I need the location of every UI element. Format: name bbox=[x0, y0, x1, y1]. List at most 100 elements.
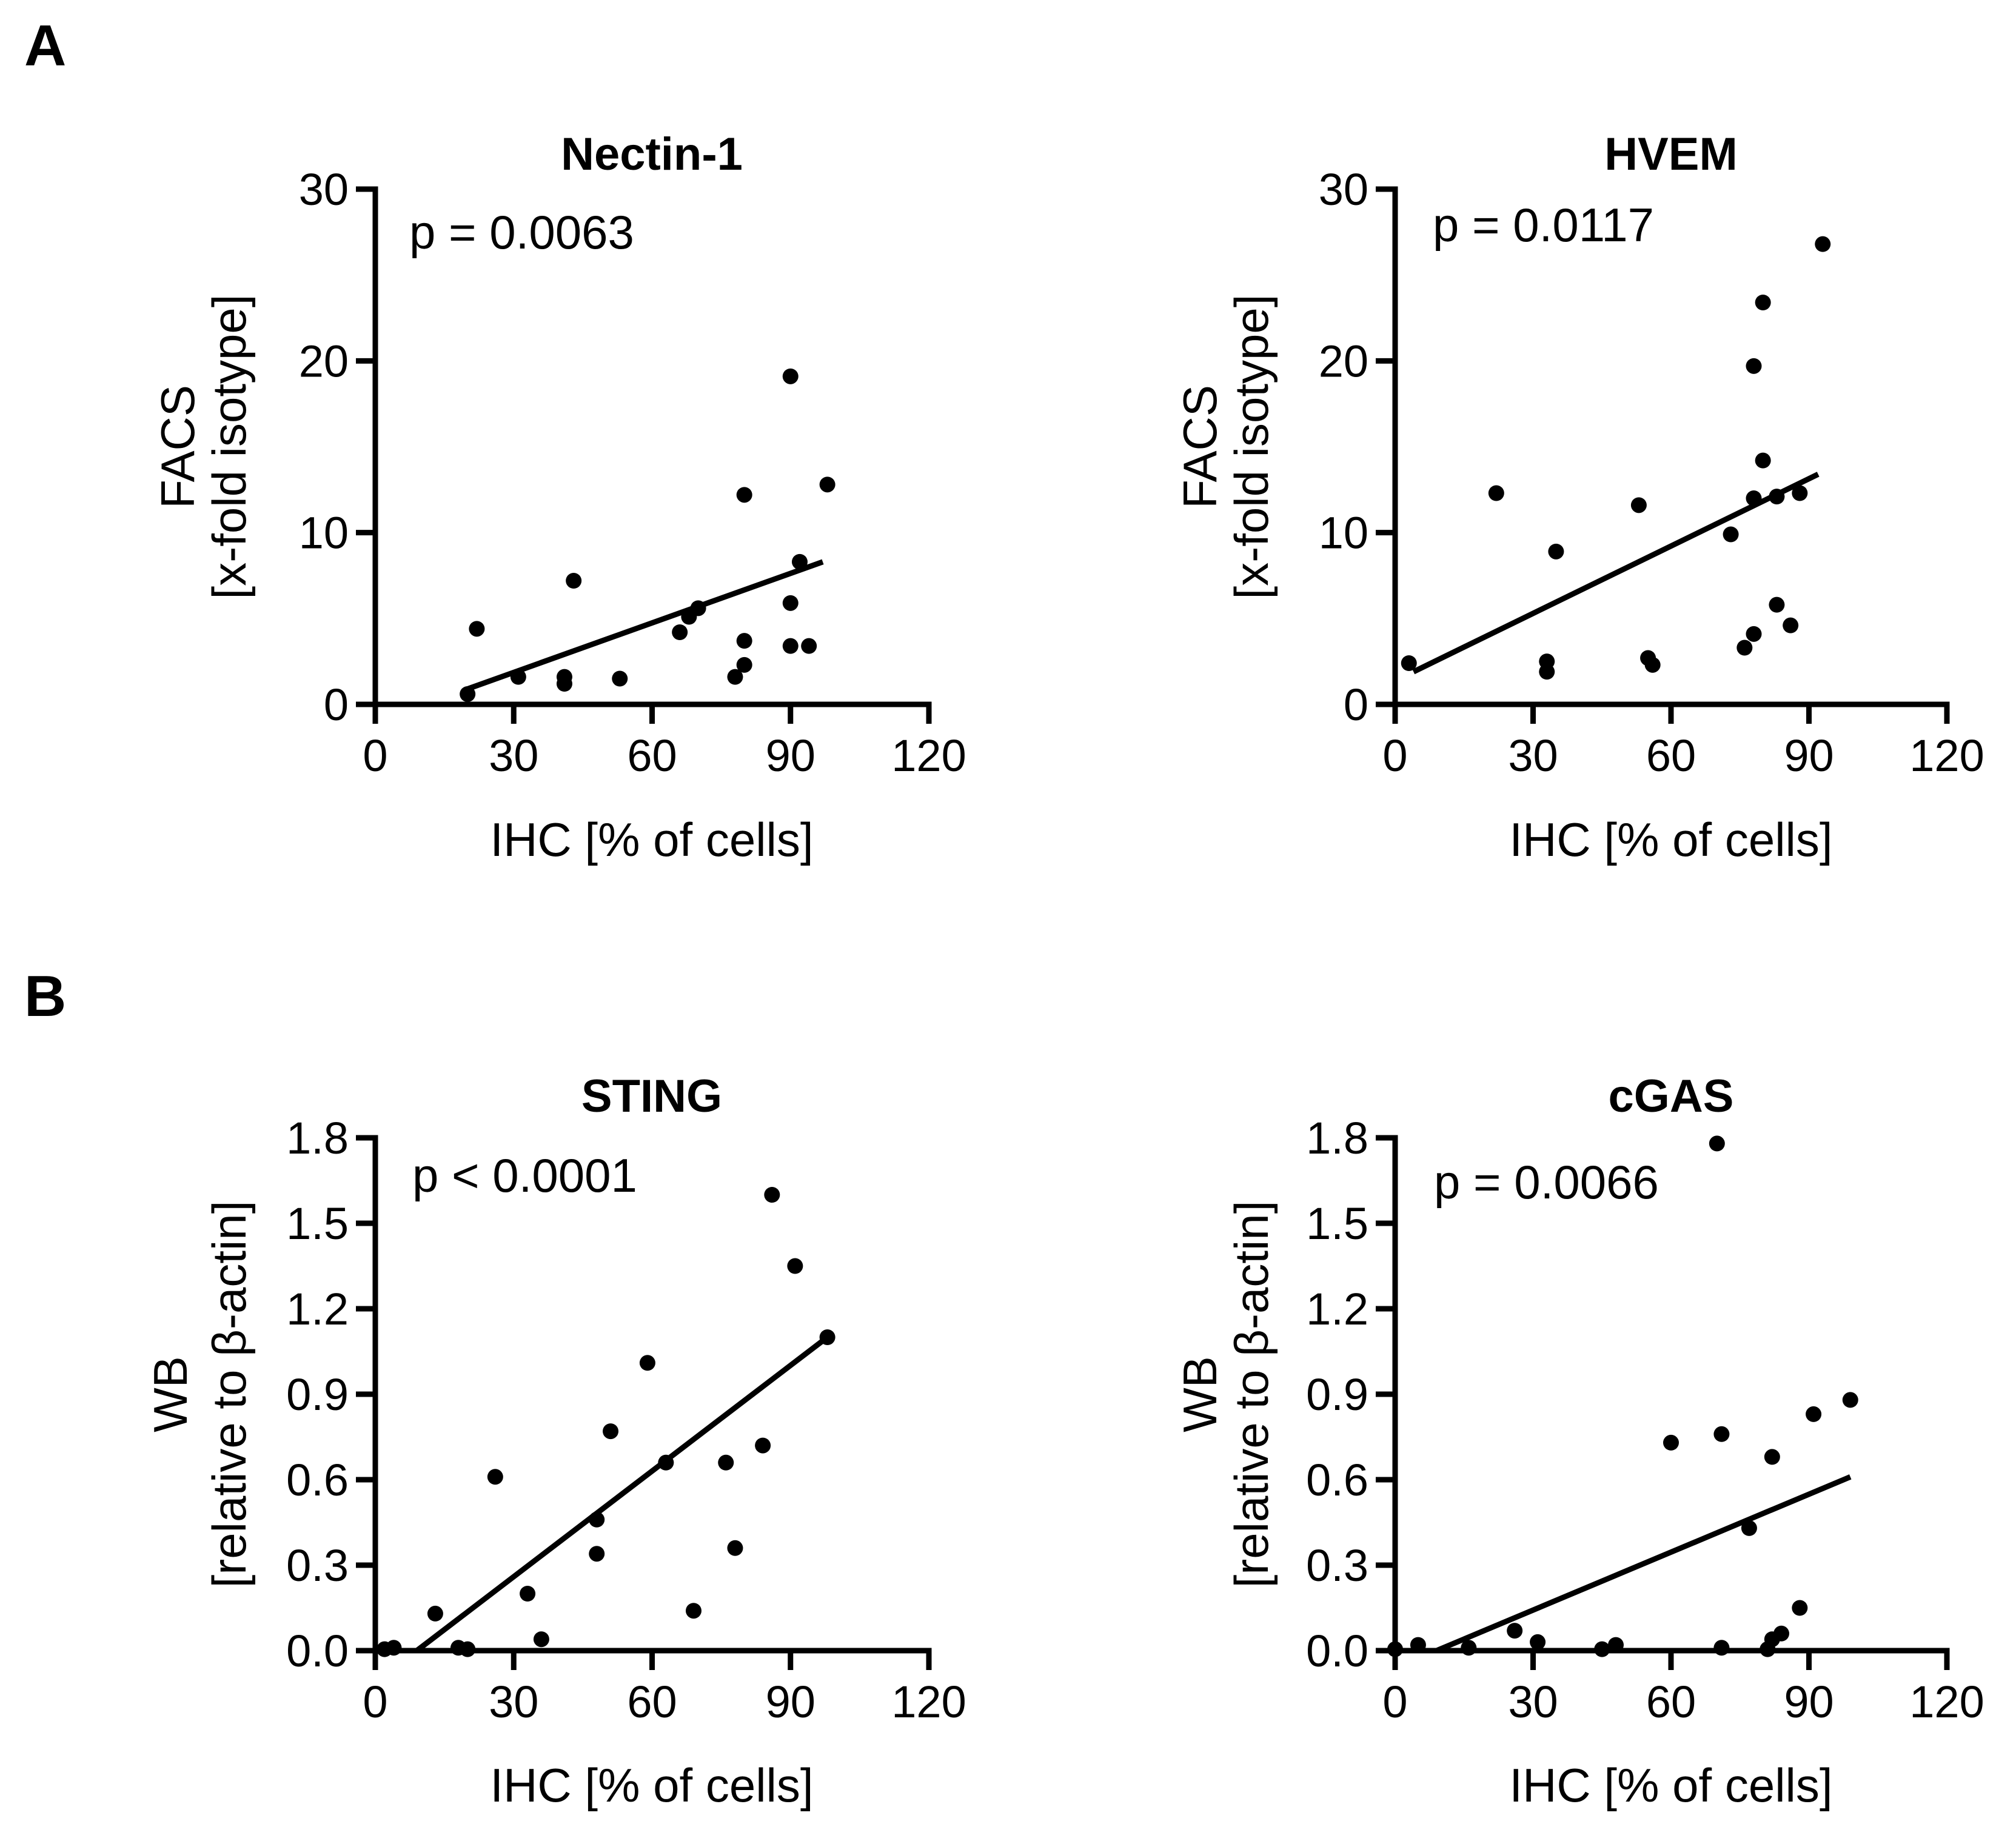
x-tick-label: 30 bbox=[1508, 1677, 1558, 1727]
data-point bbox=[1741, 1520, 1757, 1536]
data-point bbox=[1736, 640, 1753, 656]
p-value-annotation: p = 0.0066 bbox=[1434, 1155, 1659, 1209]
data-point bbox=[1594, 1641, 1610, 1657]
data-point bbox=[755, 1437, 771, 1454]
x-tick-label: 90 bbox=[766, 1677, 815, 1727]
x-tick-label: 120 bbox=[891, 1677, 966, 1727]
data-point bbox=[1539, 664, 1555, 680]
y-tick-label: 0.3 bbox=[1306, 1540, 1368, 1591]
p-value-annotation: p < 0.0001 bbox=[412, 1149, 637, 1202]
x-axis-label: IHC [% of cells] bbox=[1509, 813, 1832, 866]
data-point bbox=[736, 656, 752, 673]
data-point bbox=[427, 1605, 443, 1622]
y-axis-label-line1: FACS bbox=[151, 385, 204, 509]
data-point bbox=[1548, 543, 1564, 560]
chart-cgas: cGAS p = 0.0066 IHC [% of cells] WB [rel… bbox=[1173, 1071, 1984, 1812]
y-axis-label-line2: [x-fold isotype] bbox=[1225, 295, 1278, 600]
chart-title: HVEM bbox=[1604, 129, 1738, 180]
data-point bbox=[1746, 490, 1762, 506]
data-point bbox=[566, 573, 582, 589]
data-point bbox=[791, 553, 808, 570]
chart-sting: STING p < 0.0001 IHC [% of cells] WB [re… bbox=[144, 1071, 966, 1812]
data-point bbox=[1746, 358, 1762, 374]
x-tick-label: 0 bbox=[1382, 730, 1407, 781]
data-point bbox=[469, 621, 485, 637]
x-tick-label: 120 bbox=[1909, 1677, 1984, 1727]
data-point bbox=[1530, 1634, 1546, 1650]
y-tick-label: 0.0 bbox=[1306, 1626, 1368, 1676]
data-point bbox=[1842, 1392, 1858, 1408]
p-value-annotation: p = 0.0063 bbox=[409, 205, 634, 259]
data-point bbox=[787, 1258, 803, 1274]
data-point bbox=[1410, 1637, 1426, 1653]
data-point bbox=[1783, 617, 1799, 633]
data-point bbox=[520, 1586, 536, 1602]
x-axis-label: IHC [% of cells] bbox=[1509, 1759, 1832, 1812]
data-point bbox=[1723, 526, 1739, 543]
data-point bbox=[658, 1454, 674, 1471]
y-tick-label: 0.9 bbox=[1306, 1369, 1368, 1420]
y-tick-label: 0 bbox=[324, 680, 349, 730]
y-axis-label-line1: WB bbox=[144, 1356, 197, 1432]
panel-letter-a: A bbox=[24, 13, 66, 78]
x-tick-label: 30 bbox=[489, 1677, 538, 1727]
y-tick-label: 10 bbox=[1319, 508, 1368, 558]
y-axis-label-line1: WB bbox=[1173, 1356, 1227, 1432]
x-tick-label: 90 bbox=[1784, 1677, 1833, 1727]
data-point bbox=[1644, 656, 1661, 673]
chart-title: cGAS bbox=[1609, 1071, 1734, 1122]
data-point bbox=[736, 487, 752, 503]
x-tick-label: 30 bbox=[1508, 730, 1558, 781]
data-point bbox=[685, 1603, 702, 1619]
data-point bbox=[764, 1187, 780, 1203]
y-tick-label: 1.8 bbox=[286, 1113, 349, 1163]
y-tick-label: 30 bbox=[1319, 164, 1368, 215]
y-axis-label-line2: [relative to β-actin] bbox=[203, 1201, 256, 1588]
y-tick-label: 0.6 bbox=[286, 1455, 349, 1505]
y-axis-label-line1: FACS bbox=[1173, 385, 1227, 509]
data-point bbox=[1764, 1449, 1780, 1465]
x-tick-label: 90 bbox=[1784, 730, 1833, 781]
data-point bbox=[487, 1469, 503, 1485]
chart-title: Nectin-1 bbox=[561, 129, 743, 180]
y-tick-label: 1.2 bbox=[286, 1284, 349, 1334]
x-axis-label: IHC [% of cells] bbox=[490, 813, 813, 866]
data-point bbox=[1630, 497, 1647, 513]
data-point bbox=[782, 638, 799, 654]
x-tick-label: 120 bbox=[891, 730, 966, 781]
y-tick-label: 0.3 bbox=[286, 1540, 349, 1591]
data-point bbox=[1461, 1640, 1477, 1656]
data-point bbox=[589, 1511, 605, 1528]
data-point bbox=[1713, 1426, 1730, 1442]
data-point bbox=[819, 1329, 836, 1345]
data-point bbox=[460, 686, 476, 702]
x-tick-label: 120 bbox=[1909, 730, 1984, 781]
data-point bbox=[1507, 1623, 1523, 1639]
y-tick-label: 1.2 bbox=[1306, 1284, 1368, 1334]
regression-line bbox=[466, 559, 824, 692]
regression-line bbox=[1435, 1474, 1852, 1654]
x-tick-label: 30 bbox=[489, 730, 538, 781]
data-point bbox=[736, 633, 752, 649]
regression-line bbox=[1412, 472, 1820, 675]
x-tick-label: 0 bbox=[363, 730, 387, 781]
data-point bbox=[1608, 1637, 1624, 1653]
data-point bbox=[1387, 1641, 1403, 1657]
y-tick-label: 30 bbox=[299, 164, 349, 215]
data-point bbox=[1488, 485, 1504, 501]
data-point bbox=[386, 1640, 402, 1656]
data-point bbox=[460, 1641, 476, 1657]
data-point bbox=[612, 670, 628, 687]
chart-hvem: HVEM p = 0.0117 IHC [% of cells] FACS [x… bbox=[1173, 129, 1984, 866]
y-tick-label: 1.5 bbox=[1306, 1198, 1368, 1249]
x-tick-label: 60 bbox=[1646, 1677, 1696, 1727]
data-point bbox=[1755, 452, 1771, 469]
data-point bbox=[1769, 596, 1785, 613]
y-tick-label: 0.9 bbox=[286, 1369, 349, 1420]
data-point bbox=[1815, 236, 1831, 252]
data-point bbox=[819, 476, 836, 493]
data-point bbox=[727, 669, 743, 685]
chart-nectin-1: Nectin-1 p = 0.0063 IHC [% of cells] FAC… bbox=[151, 129, 966, 866]
data-point bbox=[533, 1631, 549, 1648]
data-point bbox=[510, 669, 526, 685]
